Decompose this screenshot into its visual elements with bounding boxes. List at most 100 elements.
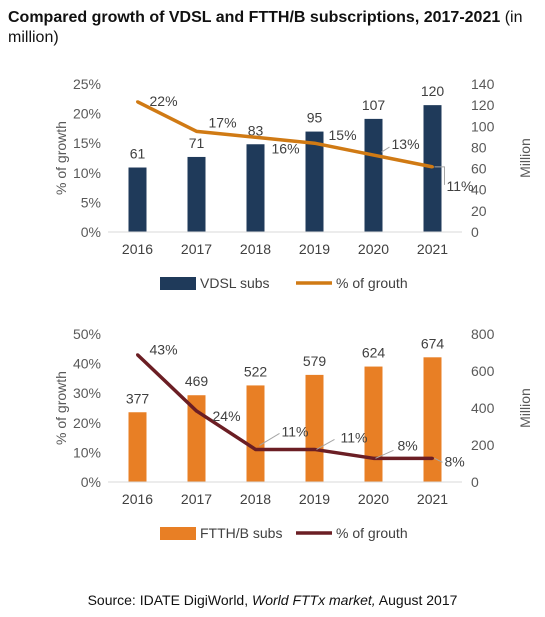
chart-2-legend-bar-swatch: [160, 527, 196, 540]
chart-2-legend-line-label: % of grouth: [336, 525, 408, 541]
chart-2-x-tick-label: 2017: [181, 491, 212, 507]
chart-1-y-axis-title: % of growth: [53, 121, 69, 195]
chart-1-bar: [128, 167, 147, 232]
chart-1-bar-label: 107: [362, 97, 386, 113]
chart-2-y2-axis-title: Million: [517, 388, 533, 428]
chart-1-y-tick-label: 15%: [73, 135, 101, 151]
chart-1-bar: [364, 118, 383, 232]
chart-2-line-label: 11%: [341, 429, 368, 445]
chart-2-y-axis-title: % of growth: [53, 371, 69, 445]
chart-2-bar-label: 674: [421, 335, 445, 351]
chart-title: Compared growth of VDSL and FTTH/B subsc…: [8, 8, 538, 48]
chart-2-legend-bar-label: FTTH/B subs: [200, 525, 282, 541]
chart-2-line-point: [136, 353, 139, 357]
chart-2-x-tick-label: 2021: [417, 491, 448, 507]
chart-2-y2-tick-label: 600: [471, 363, 495, 379]
chart-1-line-point: [431, 165, 434, 169]
chart-title-main: Compared growth of VDSL and FTTH/B subsc…: [8, 9, 501, 26]
chart-1-line-point: [136, 100, 139, 104]
chart-1-line-point: [313, 141, 316, 145]
chart-2-line-point: [254, 447, 257, 451]
chart-2-y-tick-label: 0%: [81, 474, 101, 490]
chart-2-bar-label: 624: [362, 345, 386, 361]
chart-2-bar-label: 469: [185, 373, 209, 389]
chart-1-y2-tick-label: 80: [471, 139, 487, 155]
source-suffix: August 2017: [375, 592, 458, 608]
source-publication: World FTTx market,: [252, 592, 376, 608]
chart-2-bar-label: 579: [303, 353, 327, 369]
source-note: Source: IDATE DigiWorld, World FTTx mark…: [0, 592, 545, 608]
vdsl-chart: 0% 5% 10% 15% 20% 25% 0 20 40 60 80 100 120 140 % of g…: [53, 76, 533, 291]
chart-1-bar-label: 71: [189, 135, 205, 151]
chart-1-y2-tick-label: 140: [471, 76, 495, 92]
chart-1-legend-bar-label: VDSL subs: [200, 275, 270, 291]
chart-1-y2-tick-label: 40: [471, 182, 487, 198]
chart-2-y2-tick-label: 0: [471, 474, 479, 490]
chart-2-y-tick-label: 40%: [73, 356, 101, 372]
chart-2-bar-label: 377: [126, 390, 150, 406]
chart-1-x-tick-label: 2021: [417, 241, 448, 257]
chart-2-y2-tick-label: 400: [471, 400, 495, 416]
chart-1-line-series: [136, 100, 433, 169]
chart-2-bar: [423, 357, 442, 482]
chart-2-y2-tick-label: 800: [471, 326, 495, 342]
chart-1-line-label: 15%: [329, 127, 357, 143]
chart-1-bar-label: 120: [421, 83, 445, 99]
chart-1-x-tick-label: 2018: [240, 241, 271, 257]
chart-2-leader-line: [375, 449, 394, 459]
chart-title-unit: (in million): [8, 9, 523, 46]
chart-2-line-label: 8%: [445, 453, 465, 469]
chart-1-line-point: [254, 135, 257, 139]
chart-1-y-tick-label: 0%: [81, 224, 101, 240]
chart-1-y2-tick-label: 100: [471, 118, 495, 134]
chart-1-line-label: 22%: [150, 93, 178, 109]
chart-2-bar-label: 522: [244, 363, 268, 379]
chart-2-line-series: [136, 353, 433, 461]
chart-2-x-tick-label: 2020: [358, 491, 389, 507]
chart-2-line-label: 24%: [213, 408, 241, 424]
chart-1-line-label: 16%: [272, 140, 300, 156]
chart-1-bar-label: 95: [307, 110, 323, 126]
ftth-chart: 0% 10% 20% 30% 40% 50% 0 200 400 600 800 % of growt…: [53, 326, 533, 541]
chart-2-bar: [364, 366, 383, 482]
chart-1-legend-line-label: % of grouth: [336, 275, 408, 291]
chart-2-leader-line: [434, 457, 443, 463]
chart-2-x-tick-label: 2016: [122, 491, 153, 507]
chart-2-y-tick-label: 30%: [73, 385, 101, 401]
chart-1-y-tick-label: 5%: [81, 194, 101, 210]
chart-2-bar: [187, 395, 206, 482]
chart-2-line-point: [195, 409, 198, 413]
chart-1-x-tick-label: 2017: [181, 241, 212, 257]
chart-2-line-label: 11%: [282, 423, 309, 439]
chart-1-bar: [423, 105, 442, 232]
chart-1-bar-label: 83: [248, 122, 264, 138]
chart-2-y-tick-label: 50%: [73, 326, 101, 342]
chart-1-leader-line: [381, 146, 390, 153]
chart-1-x-tick-label: 2020: [358, 241, 389, 257]
chart-2-y-tick-label: 20%: [73, 415, 101, 431]
chart-2-leader-line: [316, 439, 335, 450]
chart-1-bar: [305, 131, 324, 232]
chart-1-y-tick-label: 25%: [73, 76, 101, 92]
chart-2-bar: [305, 374, 324, 482]
chart-2-x-tick-label: 2018: [240, 491, 271, 507]
chart-1-legend-bar-swatch: [160, 277, 196, 290]
chart-1-line-point: [372, 153, 375, 157]
chart-2-line-label: 43%: [150, 342, 178, 358]
chart-2-bar: [128, 412, 147, 482]
chart-1-leader-line: [434, 166, 445, 185]
chart-1-y2-tick-label: 0: [471, 224, 479, 240]
chart-2-line-point: [431, 456, 434, 460]
chart-2-line-point: [313, 447, 316, 451]
chart-1-x-tick-label: 2016: [122, 241, 153, 257]
chart-2-x-tick-label: 2019: [299, 491, 330, 507]
chart-1-line-label: 17%: [209, 114, 237, 130]
chart-2-y-tick-label: 10%: [73, 444, 101, 460]
chart-1-bar: [246, 144, 265, 232]
chart-2-bar: [246, 385, 265, 482]
chart-1-y2-tick-label: 60: [471, 161, 487, 177]
chart-1-x-tick-label: 2019: [299, 241, 330, 257]
source-prefix: Source: IDATE DigiWorld,: [87, 592, 252, 608]
chart-2-leader-line: [259, 433, 280, 446]
chart-1-line-label: 13%: [392, 136, 420, 152]
